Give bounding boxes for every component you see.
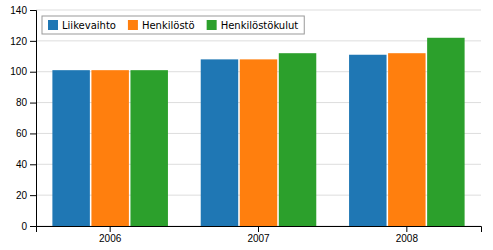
y-tick-mark — [30, 72, 36, 73]
x-tick-label: 2006 — [99, 233, 122, 244]
y-tick-label: 0 — [21, 221, 27, 232]
y-tick-label: 40 — [16, 159, 28, 170]
bars — [52, 38, 464, 226]
legend-swatch — [48, 20, 58, 30]
x-tick: 2008 — [396, 226, 419, 244]
bar — [130, 70, 167, 226]
y-tick-label: 140 — [10, 5, 27, 16]
bar — [349, 55, 386, 226]
plot: 2006 2007 2008 0 20 40 60 80 100 120 140 Liikevaiht… — [10, 5, 481, 244]
y-tick: 60 — [16, 128, 36, 139]
y-tick-label: 120 — [10, 36, 27, 47]
y-tick-label: 100 — [10, 66, 27, 77]
y-tick-mark — [30, 103, 36, 104]
x-tick-mark — [110, 226, 111, 232]
y-tick-mark — [30, 10, 36, 11]
legend-swatch — [207, 20, 217, 30]
bar — [388, 53, 425, 226]
legend-item: Henkilöstökulut — [207, 20, 299, 31]
y-tick: 0 — [21, 221, 36, 232]
y-tick-mark — [30, 195, 36, 196]
bar — [279, 53, 316, 226]
grid — [36, 10, 481, 226]
y-tick: 120 — [10, 36, 36, 47]
y-tick-mark — [30, 133, 36, 134]
y-tick: 140 — [10, 5, 36, 16]
x-tick-mark — [258, 226, 259, 232]
y-tick: 40 — [16, 159, 36, 170]
legend-label: Henkilöstö — [142, 20, 195, 31]
x-tick: 2007 — [247, 226, 270, 244]
y-tick: 20 — [16, 190, 36, 201]
x-tick-mark — [406, 226, 407, 232]
legend-swatch — [128, 20, 138, 30]
y-tick-mark — [30, 164, 36, 165]
legend-frame — [42, 16, 304, 34]
x-axis: 2006 2007 2008 — [37, 226, 482, 244]
bar — [201, 59, 238, 226]
bar — [91, 70, 128, 226]
y-tick-mark — [30, 226, 36, 227]
x-tick-label: 2008 — [396, 233, 419, 244]
bar-series — [91, 53, 425, 226]
bar — [427, 38, 464, 226]
grid-line — [36, 10, 481, 11]
x-axis-line — [37, 227, 482, 233]
y-tick-label: 60 — [16, 128, 28, 139]
y-tick: 80 — [16, 97, 36, 108]
y-tick-mark — [30, 41, 36, 42]
x-tick-label: 2007 — [247, 233, 270, 244]
legend-label: Liikevaihto — [62, 20, 116, 31]
bar-series — [130, 38, 464, 226]
y-tick-label: 80 — [16, 97, 28, 108]
bar — [240, 59, 277, 226]
grid-line — [36, 40, 481, 41]
bar — [52, 70, 89, 226]
x-tick: 2006 — [99, 226, 122, 244]
legend-item: Henkilöstö — [128, 20, 195, 31]
legend: Liikevaihto Henkilöstö Henkilöstökulut — [42, 16, 304, 34]
legend-item: Liikevaihto — [48, 20, 116, 31]
legend-label: Henkilöstökulut — [221, 20, 299, 31]
chart: 2006 2007 2008 0 20 40 60 80 100 120 140 Liikevaiht… — [0, 0, 493, 250]
y-tick-label: 20 — [16, 190, 28, 201]
y-tick: 100 — [10, 66, 36, 77]
y-axis: 0 20 40 60 80 100 120 140 — [10, 5, 36, 232]
bar-series — [52, 55, 386, 226]
y-axis-line — [30, 11, 37, 227]
